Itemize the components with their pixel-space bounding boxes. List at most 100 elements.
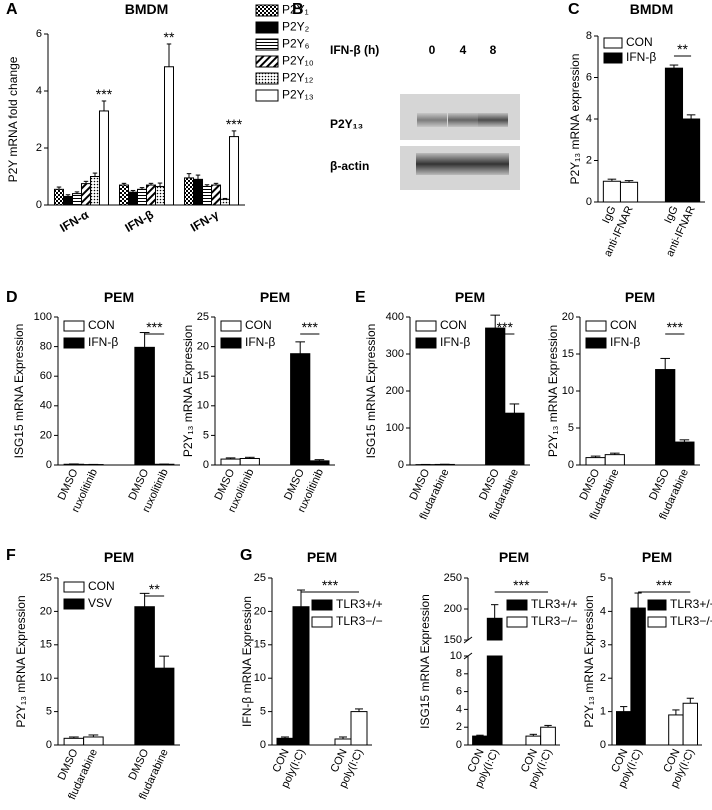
error-bar — [92, 172, 98, 177]
legend-swatch — [255, 89, 279, 102]
y-tick-label: 5 — [46, 706, 52, 718]
chart-title: PEM — [455, 289, 485, 305]
legend-swatch — [603, 37, 623, 49]
panel-letter: E — [355, 289, 366, 306]
lane-label: 8 — [490, 43, 497, 57]
legend-swatch — [311, 616, 333, 628]
error-bar — [295, 341, 305, 354]
chart-title: PEM — [104, 549, 134, 565]
bar — [71, 193, 82, 206]
y-axis-label: IFN-β mRNA Expression — [240, 596, 254, 727]
y-tick-label: 150 — [444, 634, 462, 646]
y-tick-label: 15 — [254, 639, 266, 651]
y-tick-label: 20 — [254, 605, 266, 617]
y-tick-label: 60 — [40, 370, 52, 382]
y-tick-label: 200 — [386, 385, 404, 397]
panel-letter: C — [568, 1, 580, 18]
significance: *** — [322, 577, 339, 593]
legend-swatch — [255, 38, 279, 51]
legend-label: TLR3+/+ — [670, 597, 712, 611]
y-axis-label: P2Y mRNA fold change — [6, 56, 20, 182]
chart-title: PEM — [104, 289, 134, 305]
bar — [585, 457, 606, 466]
y-tick-label: 15 — [562, 348, 574, 360]
y-tick-label: 20 — [197, 341, 209, 353]
y-tick-label: 4 — [456, 703, 462, 715]
bar — [146, 184, 156, 206]
bar — [664, 67, 684, 203]
error-bar — [139, 332, 150, 348]
x-tick-label: IFN-β — [122, 207, 156, 234]
panel: PEM ISG15 mRNA Expression 0 2 4 6 8 10 150 200 250… — [418, 549, 578, 790]
error-bar — [610, 452, 620, 455]
legend-swatch — [311, 599, 333, 611]
legend-label: IFN-β — [245, 335, 275, 349]
error-bar — [669, 64, 679, 69]
blot-band — [448, 113, 478, 127]
error-bar — [624, 180, 634, 183]
panel-letter: A — [6, 1, 18, 18]
y-tick-label: 5 — [568, 422, 574, 434]
legend-swatch — [63, 598, 85, 610]
bar — [83, 736, 104, 746]
error-bar — [634, 592, 642, 609]
bar — [630, 607, 646, 746]
chart-title: BMDM — [125, 1, 169, 17]
legend-label: TLR3−/− — [336, 614, 383, 628]
error-bar — [166, 43, 172, 67]
y-tick-label: 0 — [586, 196, 592, 208]
bar — [616, 711, 632, 746]
error-bar — [281, 736, 289, 739]
y-axis-label: P2Y₁₃ mRNA Expression — [181, 325, 195, 457]
error-bar — [339, 736, 347, 739]
bar — [350, 711, 368, 746]
error-bar — [121, 182, 127, 186]
lane-label: 4 — [460, 43, 467, 57]
legend-swatch — [603, 52, 623, 64]
panel-letter: G — [240, 547, 252, 564]
legend-swatch — [506, 616, 528, 628]
blot-band — [478, 113, 508, 127]
legend-swatch — [255, 21, 279, 34]
error-bar — [672, 709, 680, 715]
y-tick-label: 10 — [450, 650, 462, 662]
y-tick-label: 2 — [36, 142, 42, 154]
bar — [119, 184, 129, 206]
bar — [309, 460, 330, 466]
legend-swatch — [220, 320, 242, 332]
bar — [202, 185, 213, 206]
panel: B IFN-β (h) 0 4 8 P2Y₁₃ β-actin — [292, 1, 520, 190]
bar — [682, 118, 701, 203]
panel: A BMDM P2Y mRNA fold change 0 2 4 6 IFN-α IFN-β I… — [6, 1, 314, 235]
bar — [211, 184, 222, 206]
error-bar — [65, 194, 71, 197]
error-bar — [297, 589, 305, 607]
blot-band — [477, 153, 509, 175]
legend-swatch — [585, 337, 607, 349]
y-tick-label: 20 — [562, 311, 574, 323]
legend-label: TLR3−/− — [670, 614, 712, 628]
legend-label: IFN-β — [610, 335, 640, 349]
y-tick-label: 5 — [203, 429, 209, 441]
bar — [540, 726, 556, 746]
y-tick-label: 1 — [600, 706, 606, 718]
significance: *** — [146, 319, 163, 335]
error-bar — [130, 189, 136, 193]
bar — [98, 110, 109, 206]
legend-swatch — [647, 599, 667, 611]
error-bar — [83, 180, 89, 184]
blot-time-label: IFN-β (h) — [330, 43, 379, 57]
chart-title: PEM — [642, 549, 672, 565]
significance: *** — [667, 319, 684, 335]
y-tick-label: 5 — [260, 706, 266, 718]
legend-swatch — [255, 72, 279, 85]
bar — [193, 178, 204, 206]
error-bar — [56, 186, 62, 190]
bar — [525, 735, 542, 746]
row-label: P2Y₁₃ — [330, 117, 363, 131]
bar — [184, 177, 195, 206]
error-bar — [620, 706, 628, 712]
y-tick-label: 0 — [46, 459, 52, 471]
